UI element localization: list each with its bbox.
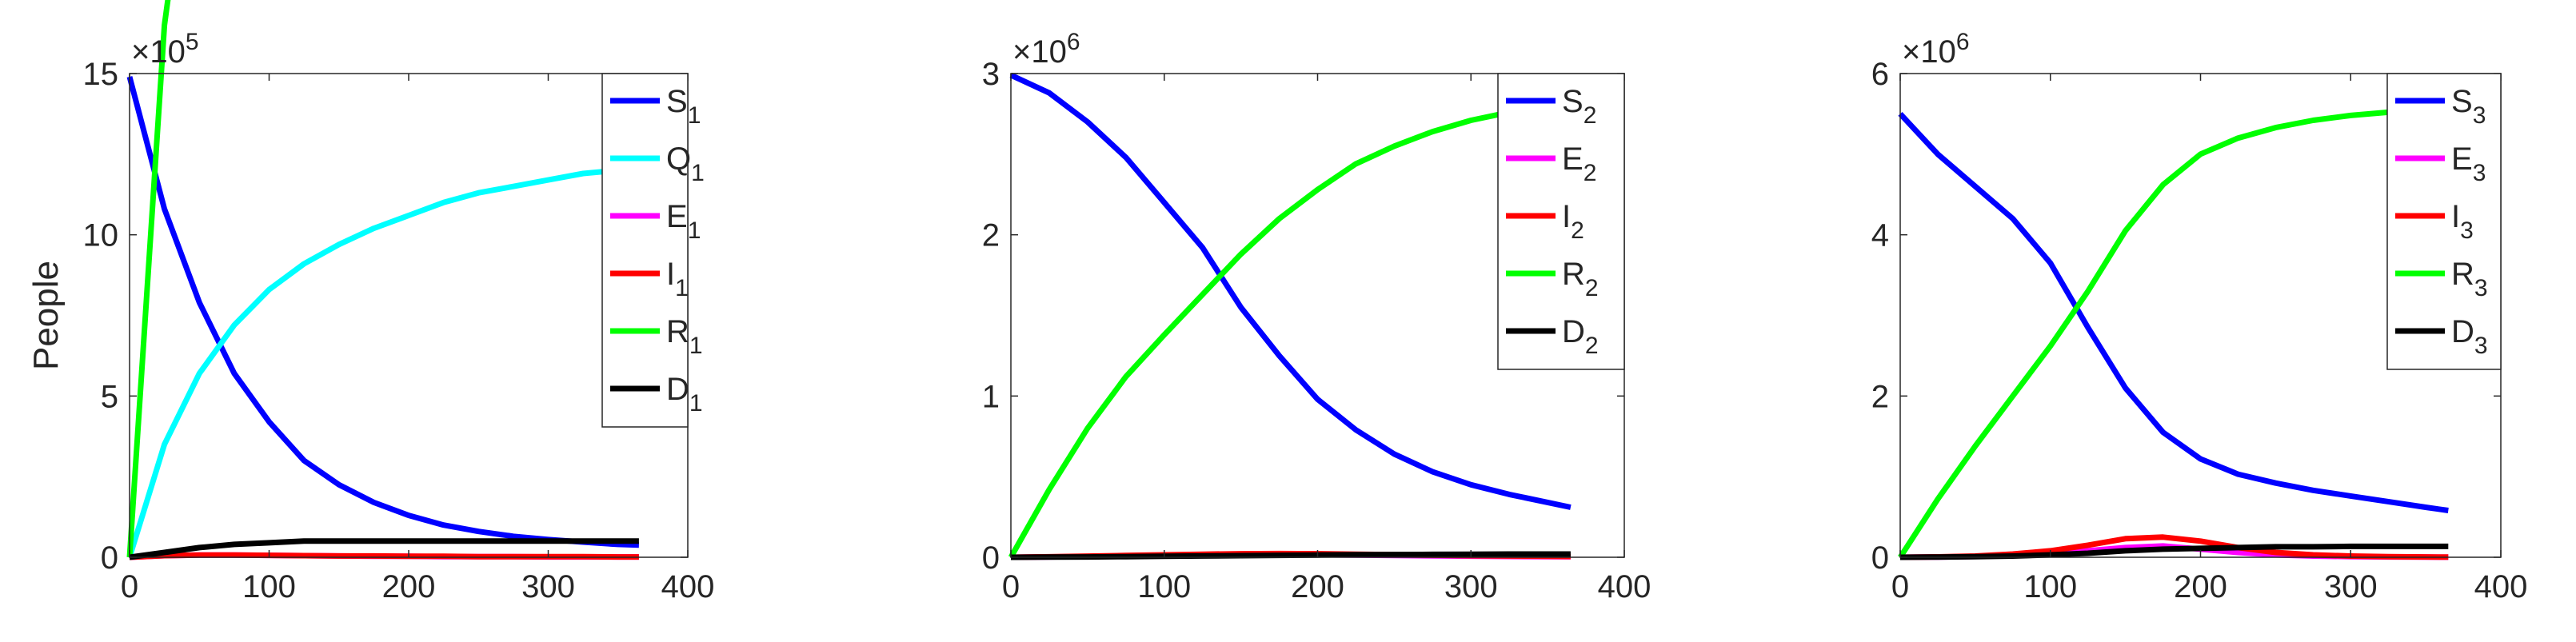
y-tick-label: 3 [982, 57, 1000, 92]
x-tick-label: 400 [661, 569, 715, 604]
series-line-s3 [1898, 112, 2449, 513]
x-tick-label: 200 [2174, 569, 2227, 604]
x-tick-label: 400 [2474, 569, 2528, 604]
x-tick-label: 0 [1002, 569, 1020, 604]
x-tick-label: 200 [1291, 569, 1344, 604]
y-axis-exponent: ×105 [131, 29, 199, 70]
x-tick-label: 400 [1598, 569, 1651, 604]
y-tick-label: 4 [1871, 218, 1889, 253]
legend-box [1497, 73, 1625, 370]
y-tick-label: 6 [1871, 57, 1889, 92]
y-tick-label: 1 [982, 379, 1000, 414]
y-tick-label: 0 [101, 540, 118, 576]
x-tick-label: 300 [1444, 569, 1498, 604]
series-line-s2 [1009, 72, 1572, 510]
y-tick-label: 0 [1871, 540, 1889, 576]
y-tick-label: 2 [982, 218, 1000, 253]
series-line-r3 [1898, 104, 2449, 559]
y-tick-label: 15 [83, 57, 119, 92]
x-tick-label: 0 [1891, 569, 1909, 604]
y-tick-label: 0 [982, 540, 1000, 576]
chart-panel-1: 0 100 200 300 400 0 5 10 15 ×105 People S1Q1E1I1R1D… [26, 0, 714, 604]
y-tick-label: 2 [1871, 379, 1889, 414]
x-tick-label: 100 [242, 569, 296, 604]
y-tick-label: 10 [83, 218, 119, 253]
series-line-r2 [1008, 99, 1572, 559]
x-tick-label: 200 [382, 569, 436, 604]
legend-box [2386, 73, 2502, 370]
y-tick-label: 5 [101, 379, 118, 414]
series-line-s1 [126, 76, 640, 548]
legend-box [601, 73, 689, 428]
series-line-i1 [129, 552, 639, 560]
x-tick-label: 100 [1137, 569, 1191, 604]
x-tick-label: 300 [2324, 569, 2378, 604]
x-tick-label: 0 [121, 569, 138, 604]
series-line-q1 [126, 164, 640, 559]
x-tick-label: 100 [2023, 569, 2077, 604]
x-tick-label: 300 [521, 569, 575, 604]
y-axis-exponent: ×106 [1902, 29, 1970, 70]
y-axis-exponent: ×106 [1012, 29, 1080, 70]
y-axis-label: People [26, 261, 66, 370]
series-line-d1 [129, 538, 639, 560]
series-line-r1 [126, 0, 171, 558]
series-line-d3 [1899, 543, 2449, 560]
